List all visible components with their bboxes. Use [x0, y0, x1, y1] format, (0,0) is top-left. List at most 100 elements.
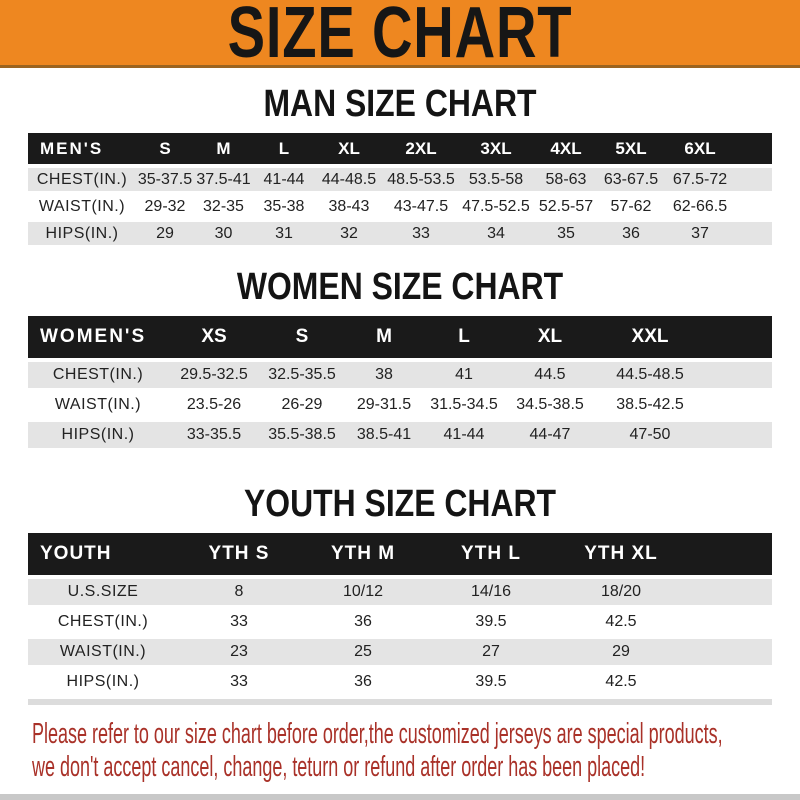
table-cell: 29 [136, 222, 194, 245]
row-label: WAIST(IN.) [28, 639, 178, 665]
spacer-cell [686, 609, 772, 635]
table-cell: 47.5-52.5 [459, 195, 533, 218]
table-cell: 29.5-32.5 [168, 362, 260, 388]
women-size-header: XL [504, 316, 596, 358]
table-cell: 33-35.5 [168, 422, 260, 448]
table-cell: 29 [556, 639, 686, 665]
table-cell: 42.5 [556, 609, 686, 635]
spacer-cell [686, 639, 772, 665]
table-cell: 53.5-58 [459, 168, 533, 191]
men-size-header: M [194, 133, 253, 164]
spacer-cell [704, 362, 772, 388]
row-label: CHEST(IN.) [28, 168, 136, 191]
table-cell: 33 [383, 222, 459, 245]
spacer-cell [737, 133, 772, 164]
table-cell: 39.5 [426, 609, 556, 635]
women-size-header: XS [168, 316, 260, 358]
table-cell: 48.5-53.5 [383, 168, 459, 191]
women-header-row: WOMEN'S XS S M L XL XXL [28, 316, 772, 358]
men-section-heading: MAN SIZE CHART [263, 83, 537, 125]
youth-size-header: YTH S [178, 533, 300, 575]
table-cell: 23.5-26 [168, 392, 260, 418]
spacer-cell [686, 579, 772, 605]
spacer-cell [686, 533, 772, 575]
table-cell: 35.5-38.5 [260, 422, 344, 448]
men-table-label: MEN'S [28, 133, 136, 164]
table-cell: 29-31.5 [344, 392, 424, 418]
table-cell: 27 [426, 639, 556, 665]
row-label: HIPS(IN.) [28, 669, 178, 695]
table-cell: 58-63 [533, 168, 599, 191]
table-cell: 32 [315, 222, 383, 245]
row-label: U.S.SIZE [28, 579, 178, 605]
table-row: CHEST(IN.) 35-37.5 37.5-41 41-44 44-48.5… [28, 168, 772, 191]
table-row: WAIST(IN.) 23 25 27 29 [28, 639, 772, 665]
table-cell: 43-47.5 [383, 195, 459, 218]
spacer-cell [737, 195, 772, 218]
row-label: CHEST(IN.) [28, 362, 168, 388]
table-cell: 31.5-34.5 [424, 392, 504, 418]
row-label: HIPS(IN.) [28, 422, 168, 448]
table-cell: 41 [424, 362, 504, 388]
spacer-cell [704, 422, 772, 448]
spacer-cell [704, 392, 772, 418]
table-cell: 33 [178, 609, 300, 635]
table-cell: 29-32 [136, 195, 194, 218]
table-cell: 44-47 [504, 422, 596, 448]
table-row: WAIST(IN.) 23.5-26 26-29 29-31.5 31.5-34… [28, 392, 772, 418]
youth-size-table: YOUTH YTH S YTH M YTH L YTH XL U.S.SIZE … [28, 529, 772, 699]
table-row: HIPS(IN.) 29 30 31 32 33 34 35 36 37 [28, 222, 772, 245]
table-row: CHEST(IN.) 33 36 39.5 42.5 [28, 609, 772, 635]
youth-section-heading: YOUTH SIZE CHART [243, 483, 557, 525]
banner: SIZE CHART [0, 0, 800, 73]
table-cell: 26-29 [260, 392, 344, 418]
table-cell: 36 [300, 609, 426, 635]
women-size-header: L [424, 316, 504, 358]
table-cell: 41-44 [253, 168, 315, 191]
table-row: U.S.SIZE 8 10/12 14/16 18/20 [28, 579, 772, 605]
table-row: CHEST(IN.) 29.5-32.5 32.5-35.5 38 41 44.… [28, 362, 772, 388]
table-cell: 18/20 [556, 579, 686, 605]
men-size-header: L [253, 133, 315, 164]
spacer-cell [737, 168, 772, 191]
men-size-header: 2XL [383, 133, 459, 164]
youth-table-bottom-strip [28, 699, 772, 705]
women-size-header: XXL [596, 316, 704, 358]
youth-size-header: YTH L [426, 533, 556, 575]
table-cell: 44-48.5 [315, 168, 383, 191]
table-cell: 35 [533, 222, 599, 245]
table-cell: 34 [459, 222, 533, 245]
page-title: SIZE CHART [227, 0, 573, 73]
table-cell: 31 [253, 222, 315, 245]
table-cell: 62-66.5 [663, 195, 737, 218]
women-size-header: S [260, 316, 344, 358]
disclaimer-line-1: Please refer to our size chart before or… [32, 718, 723, 750]
table-cell: 37.5-41 [194, 168, 253, 191]
table-cell: 37 [663, 222, 737, 245]
men-size-header: 3XL [459, 133, 533, 164]
table-cell: 33 [178, 669, 300, 695]
table-cell: 32-35 [194, 195, 253, 218]
table-cell: 57-62 [599, 195, 663, 218]
table-cell: 34.5-38.5 [504, 392, 596, 418]
row-label: CHEST(IN.) [28, 609, 178, 635]
table-cell: 42.5 [556, 669, 686, 695]
spacer-cell [686, 669, 772, 695]
disclaimer-note: Please refer to our size chart before or… [32, 718, 723, 784]
table-row: WAIST(IN.) 29-32 32-35 35-38 38-43 43-47… [28, 195, 772, 218]
row-label: WAIST(IN.) [28, 195, 136, 218]
men-size-header: 6XL [663, 133, 737, 164]
women-size-header: M [344, 316, 424, 358]
youth-size-header: YTH M [300, 533, 426, 575]
table-cell: 47-50 [596, 422, 704, 448]
table-cell: 63-67.5 [599, 168, 663, 191]
table-cell: 38.5-41 [344, 422, 424, 448]
table-cell: 67.5-72 [663, 168, 737, 191]
table-cell: 10/12 [300, 579, 426, 605]
men-size-header: 5XL [599, 133, 663, 164]
youth-size-header: YTH XL [556, 533, 686, 575]
table-cell: 39.5 [426, 669, 556, 695]
table-cell: 36 [599, 222, 663, 245]
men-header-row: MEN'S S M L XL 2XL 3XL 4XL 5XL 6XL [28, 133, 772, 164]
